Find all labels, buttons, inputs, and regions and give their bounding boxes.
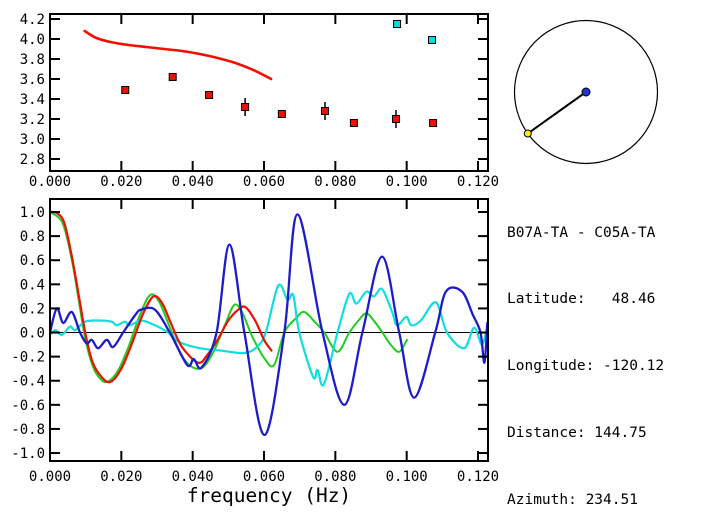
y-tick-label: -0.4	[11, 374, 45, 390]
group-velocity-picks-marker	[121, 86, 130, 94]
x-tick-label: 0.040	[172, 469, 214, 485]
x-tick-label: 0.120	[457, 469, 499, 485]
y-tick-label: -0.6	[11, 398, 45, 414]
group-velocity-picks-marker	[277, 110, 286, 118]
y-tick-label: 3.2	[20, 112, 45, 128]
y-tick-label: 0.4	[20, 277, 45, 293]
dispersion-panel-plot-area	[83, 20, 438, 128]
x-tick-label: 0.020	[100, 469, 142, 485]
remote-station-dot	[523, 129, 532, 138]
y-tick-label: 4.2	[20, 12, 45, 28]
azimuth-circle	[513, 19, 659, 165]
group-velocity-picks-marker	[349, 119, 358, 127]
group-velocity-picks-marker	[205, 91, 214, 99]
blue-line-curve	[50, 213, 488, 437]
y-tick-label: 3.4	[20, 92, 45, 108]
group-velocity-picks-marker	[391, 115, 400, 123]
x-tick-label: 0.020	[100, 174, 142, 190]
x-tick-label: 0.080	[314, 469, 356, 485]
y-tick-label: 1.0	[20, 205, 45, 221]
y-tick-label: 3.0	[20, 132, 45, 148]
x-axis-title: frequency (Hz)	[187, 484, 351, 507]
y-tick-label: -1.0	[11, 446, 45, 462]
y-tick-label: -0.8	[11, 422, 45, 438]
x-tick-label: 0.000	[29, 174, 71, 190]
dispersion-panel-axes-box	[49, 13, 489, 172]
station-info-block: B07A-TA - C05A-TA Latitude: 48.46 Longit…	[507, 177, 664, 519]
cyan-line-curve	[50, 283, 488, 387]
group-velocity-picks-marker	[241, 103, 250, 111]
y-tick-label: 2.8	[20, 152, 45, 168]
group-velocity-picks-marker	[168, 73, 177, 81]
green-line-curve	[50, 211, 408, 384]
x-tick-label: 0.120	[457, 174, 499, 190]
center-station-dot	[581, 87, 591, 97]
y-tick-label: 0.8	[20, 229, 45, 245]
reference-dispersion-curve-curve	[83, 29, 273, 81]
x-tick-label: 0.000	[29, 469, 71, 485]
y-tick-label: 4.0	[20, 32, 45, 48]
y-tick-label: 0.0	[20, 326, 45, 342]
spectra-panel-plot-area	[50, 210, 488, 437]
y-tick-label: 3.6	[20, 72, 45, 88]
station-pair-title: B07A-TA - C05A-TA	[507, 224, 656, 241]
interstation-path-line	[527, 91, 587, 135]
y-tick-label: 3.8	[20, 52, 45, 68]
distance-line: Distance: 144.75	[507, 425, 647, 442]
y-tick-label: 0.2	[20, 301, 45, 317]
rejected-picks-marker	[428, 36, 437, 44]
x-tick-label: 0.100	[386, 469, 428, 485]
group-velocity-picks-marker	[429, 119, 438, 127]
spectra-panel-axes-box	[49, 198, 489, 462]
y-tick-label: 0.6	[20, 253, 45, 269]
y-tick-label: -0.2	[11, 350, 45, 366]
x-tick-label: 0.040	[172, 174, 214, 190]
x-tick-label: 0.080	[314, 174, 356, 190]
latitude-line: Latitude: 48.46	[507, 291, 656, 308]
azimuth-line: Azimuth: 234.51	[507, 492, 638, 509]
red-line-curve	[50, 210, 273, 384]
longitude-line: Longitude: -120.12	[507, 358, 665, 375]
group-velocity-picks-marker	[320, 107, 329, 115]
x-tick-label: 0.060	[243, 174, 285, 190]
rejected-picks-marker	[393, 20, 402, 28]
x-tick-label: 0.060	[243, 469, 285, 485]
x-tick-label: 0.100	[386, 174, 428, 190]
